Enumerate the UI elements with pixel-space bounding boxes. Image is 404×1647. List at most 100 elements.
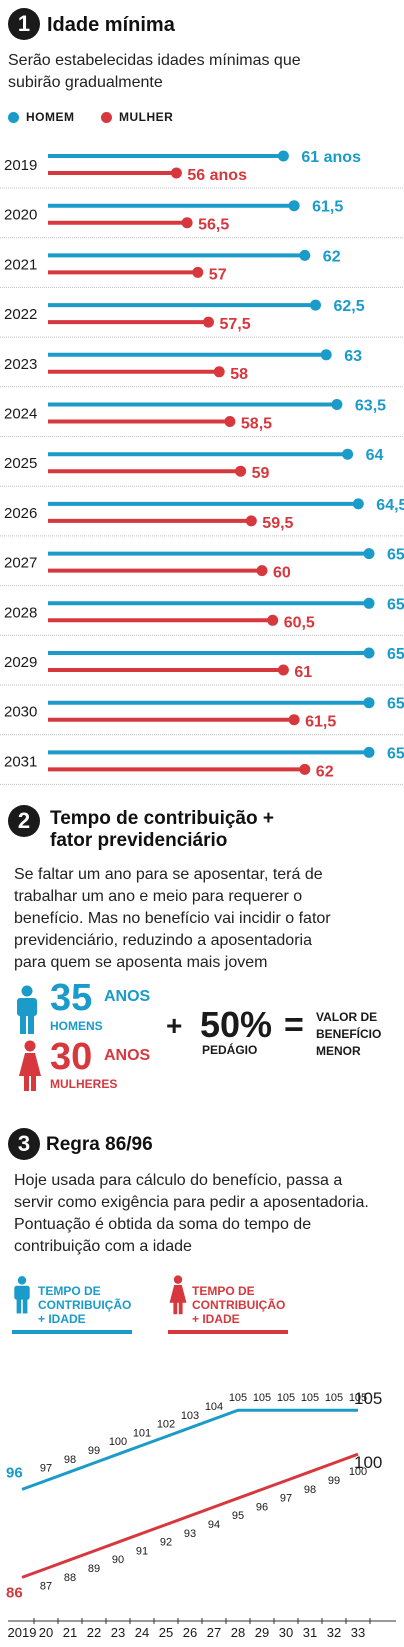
data-label: 103 <box>181 1410 199 1422</box>
x-tick-label: 33 <box>351 1625 365 1640</box>
woman-icon <box>19 1040 41 1091</box>
red-series-line <box>21 1452 359 1579</box>
mulheres-label: MULHERES <box>50 1077 118 1091</box>
section-title: Regra 86/96 <box>46 1134 153 1155</box>
legend-red-label: TEMPO DE <box>192 1284 255 1298</box>
regra-86-96-chart: 2019 20 21 22 23 24 25 26 27 28 29 30 31 32 33 96 97 98 99… <box>6 1389 396 1640</box>
section-subtitle: Serão estabelecidas idades mínimas que <box>8 52 301 69</box>
year-label: 2025 <box>4 455 37 472</box>
legend-blue-label: + IDADE <box>38 1312 86 1326</box>
year-label: 2020 <box>4 207 37 224</box>
year-label: 2026 <box>4 505 37 522</box>
x-tick-label: 2019 <box>8 1625 37 1640</box>
homem-bar-end-dot <box>277 150 289 162</box>
homem-value-label: 64,5 <box>376 497 404 514</box>
homem-bar-end-dot <box>352 498 364 510</box>
legend-mulher-label: MULHER <box>119 110 174 124</box>
homem-bar-end-dot <box>310 299 321 311</box>
man-icon <box>14 1276 30 1314</box>
data-label: 98 <box>64 1454 76 1466</box>
equals-sign: = <box>284 1006 304 1044</box>
legend-red-label: CONTRIBUIÇÃO <box>192 1298 286 1312</box>
x-tick-label: 22 <box>87 1625 101 1640</box>
data-label: 94 <box>208 1519 220 1531</box>
data-label: 105 <box>301 1392 319 1404</box>
x-tick-label: 20 <box>39 1625 53 1640</box>
data-label: 88 <box>64 1572 76 1584</box>
mulher-bar-end-dot <box>170 167 182 179</box>
data-label: 98 <box>304 1484 316 1496</box>
homem-value-label: 64 <box>366 447 384 464</box>
homens-anos-value: 35 <box>50 977 93 1019</box>
homens-label: HOMENS <box>50 1019 103 1033</box>
legend-blue-line <box>12 1330 132 1334</box>
x-tick-label: 24 <box>135 1625 149 1640</box>
year-label: 2027 <box>4 555 37 572</box>
data-label: 95 <box>232 1510 244 1522</box>
legend-blue-label: TEMPO DE <box>38 1284 101 1298</box>
section-text-line: servir como exigência para pedir a apose… <box>14 1194 369 1211</box>
homem-value-label: 63 <box>344 348 362 365</box>
homem-value-label: 61 anos <box>301 149 361 166</box>
mulher-bar-end-dot <box>299 763 311 775</box>
section-number-badge: 1 <box>8 8 40 40</box>
mulher-value-label: 61 <box>294 664 312 681</box>
mulheres-anos-value: 30 <box>50 1036 93 1078</box>
homem-bar-end-dot <box>363 548 375 560</box>
mulher-value-label: 59 <box>252 465 270 482</box>
data-label: 92 <box>160 1537 172 1549</box>
pedagio-value: 50% <box>200 1004 273 1045</box>
data-label: 100 <box>109 1436 127 1448</box>
homem-value-label: 62,5 <box>334 298 365 315</box>
homem-value-label: 61,5 <box>312 199 343 216</box>
section-text-line: Pontuação é obtida da soma do tempo de <box>14 1216 312 1233</box>
x-tick-label: 32 <box>327 1625 341 1640</box>
section-title: fator previdenciário <box>50 830 228 851</box>
mulher-bar-end-dot <box>277 664 289 676</box>
data-label: 90 <box>112 1554 124 1566</box>
mulher-value-label: 60 <box>273 565 291 582</box>
woman-icon <box>169 1275 187 1315</box>
year-label: 2019 <box>4 157 37 174</box>
red-start-label: 86 <box>6 1584 23 1601</box>
data-label: 99 <box>88 1445 100 1457</box>
section-title: Idade mínima <box>47 14 175 36</box>
legend-blue-label: CONTRIBUIÇÃO <box>38 1298 132 1312</box>
homem-bar-end-dot <box>299 249 311 261</box>
legend-homem-label: HOMEM <box>26 110 75 124</box>
homem-value-label: 65 <box>387 547 404 564</box>
section-text-line: trabalhar um ano e meio para requerer o <box>14 888 303 905</box>
mulher-bar-end-dot <box>224 416 236 427</box>
data-label: 105 <box>253 1392 271 1404</box>
blue-start-label: 96 <box>6 1464 23 1481</box>
data-label: 105 <box>349 1392 367 1404</box>
data-label: 96 <box>256 1501 268 1513</box>
mulher-bar-end-dot <box>192 266 204 278</box>
data-label: 105 <box>229 1392 247 1404</box>
mulher-bar-end-dot <box>181 217 193 229</box>
mulheres-anos-unit: ANOS <box>104 1047 151 1064</box>
mulher-value-label: 56 anos <box>187 167 247 184</box>
section-text-line: benefício. Mas no benefício vai incidir … <box>14 910 331 927</box>
legend-mulher-dot <box>101 112 112 123</box>
mulher-bar-end-dot <box>203 316 214 328</box>
blue-end-label: 105 <box>354 1389 382 1408</box>
legend-red-line <box>168 1330 288 1334</box>
red-end-label: 100 <box>354 1453 382 1472</box>
mulher-value-label: 56,5 <box>198 217 229 234</box>
data-label: 102 <box>157 1419 175 1431</box>
data-label: 104 <box>205 1401 223 1413</box>
section-text-line: contribuição com a idade <box>14 1238 192 1255</box>
homem-bar-end-dot <box>363 697 375 709</box>
result-label: VALOR DE <box>316 1010 378 1024</box>
homem-value-label: 65 <box>387 745 404 762</box>
mulher-value-label: 62 <box>316 763 334 780</box>
mulher-value-label: 60,5 <box>284 614 315 631</box>
homem-bar-end-dot <box>363 746 375 758</box>
homem-bar-end-dot <box>320 349 332 361</box>
homens-anos-unit: ANOS <box>104 988 151 1005</box>
homem-value-label: 63,5 <box>355 398 386 415</box>
section-number-badge: 3 <box>8 1128 40 1160</box>
year-label: 2022 <box>4 306 37 323</box>
data-label: 105 <box>325 1392 343 1404</box>
